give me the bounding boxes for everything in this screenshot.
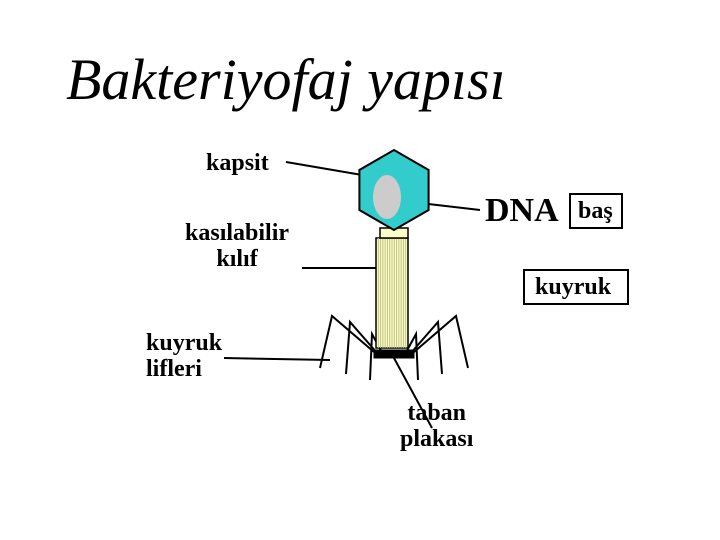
bacteriophage-diagram	[0, 0, 720, 540]
